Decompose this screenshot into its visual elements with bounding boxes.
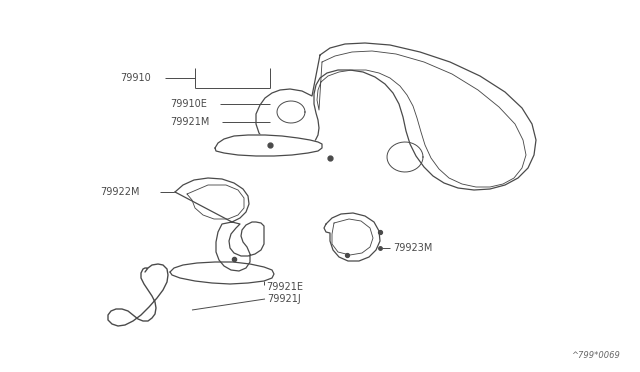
Polygon shape (324, 213, 380, 261)
Text: 79922M: 79922M (100, 187, 140, 197)
Text: 79921E: 79921E (266, 282, 303, 292)
Polygon shape (170, 262, 274, 284)
Text: 79921M: 79921M (170, 117, 209, 127)
Text: ^799*0069: ^799*0069 (571, 351, 620, 360)
Polygon shape (256, 43, 536, 190)
Text: 79921J: 79921J (267, 294, 301, 304)
Polygon shape (175, 178, 264, 271)
Text: 79910: 79910 (120, 73, 151, 83)
Text: 79910E: 79910E (170, 99, 207, 109)
Text: 79923M: 79923M (393, 243, 433, 253)
Polygon shape (215, 135, 322, 156)
